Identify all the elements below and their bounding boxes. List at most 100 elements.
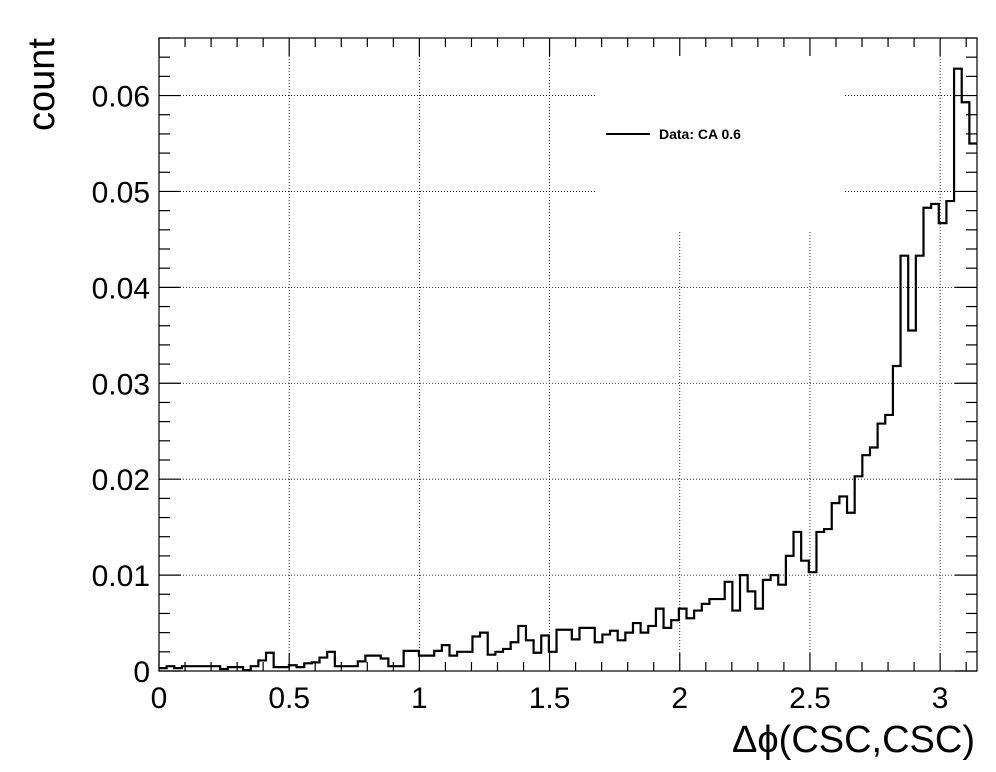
histogram-bin (289, 665, 297, 671)
histogram-bin (213, 666, 221, 671)
histogram-bin (801, 561, 809, 671)
histogram-bin (923, 208, 931, 671)
histogram-bin (579, 628, 587, 671)
histogram-bin (388, 666, 396, 671)
histogram-bin (939, 223, 947, 671)
histogram-bin (786, 556, 794, 671)
x-tick-label: 0 (151, 682, 168, 715)
histogram-bin (962, 102, 970, 671)
histogram-bin (427, 656, 435, 671)
histogram-bin (916, 256, 924, 671)
histogram-bin (564, 630, 572, 671)
x-tick-labels: 0 0.5 1 1.5 2 2.5 3 (151, 682, 949, 715)
grid-lines (159, 38, 977, 671)
histogram-bin (488, 655, 496, 671)
histogram-bin (541, 636, 549, 671)
histogram-bin (503, 649, 511, 671)
histogram-bin (878, 424, 886, 671)
histogram-bin (954, 69, 962, 671)
histogram-bin (832, 503, 840, 671)
histogram-bin (518, 626, 526, 671)
histogram-bin (365, 656, 373, 671)
histogram-bin (686, 618, 694, 671)
histogram-bin (411, 651, 419, 671)
y-tick-label: 0.04 (92, 272, 150, 305)
histogram-bin (358, 661, 366, 671)
histogram-bin (778, 585, 786, 671)
histogram-bin (251, 666, 259, 671)
histogram-bin (472, 636, 480, 671)
histogram-bin (893, 366, 901, 671)
histogram-bin (197, 666, 205, 671)
legend: Data: CA 0.6 (597, 39, 845, 232)
histogram-bin (763, 580, 771, 671)
x-tick-label: 2.5 (789, 682, 831, 715)
histogram-bin (480, 633, 488, 671)
histogram-bin (350, 666, 358, 671)
histogram-bin (641, 633, 649, 671)
y-tick-label: 0.02 (92, 464, 150, 497)
histogram-bin (304, 663, 312, 671)
x-tick-label: 1.5 (529, 682, 571, 715)
x-axis-title: Δϕ(CSC,CSC) (732, 719, 975, 761)
y-tick-label: 0 (133, 656, 150, 689)
histogram-bin (190, 666, 198, 671)
histogram-bin (182, 666, 190, 671)
y-tick-label: 0.06 (92, 81, 150, 114)
histogram-bin (969, 144, 977, 672)
x-tick-label: 0.5 (268, 682, 310, 715)
x-tick-label: 2 (671, 682, 688, 715)
histogram-bin (702, 604, 710, 671)
histogram-bin (725, 582, 733, 671)
x-tick-label: 1 (411, 682, 428, 715)
histogram-bin (885, 415, 893, 671)
histogram-bin (862, 455, 870, 671)
histogram-bin (495, 652, 503, 671)
histogram-bin (824, 529, 832, 671)
histogram-bin (717, 599, 725, 671)
histogram-bin (794, 532, 802, 671)
plot-frame (158, 37, 978, 672)
histogram-bin (847, 513, 855, 671)
histogram-bin (633, 623, 641, 671)
histogram-bin (709, 599, 717, 671)
histogram-bin (610, 631, 618, 671)
histogram-bin (870, 448, 878, 671)
histogram-bin (694, 611, 702, 671)
histogram-bin (740, 575, 748, 671)
histogram-bin (534, 653, 542, 671)
histogram-bin (557, 630, 565, 671)
y-tick-label: 0.03 (92, 368, 150, 401)
histogram-bin (625, 633, 633, 671)
histogram-bin (450, 656, 458, 671)
legend-background (597, 39, 845, 232)
y-axis-title: count (21, 38, 63, 131)
histogram-step-line (159, 67, 977, 672)
histogram-bin (755, 609, 763, 671)
histogram-bin (587, 628, 595, 671)
histogram-bin (457, 652, 465, 671)
histogram-bin (839, 496, 847, 671)
histogram-bin (671, 620, 679, 671)
histogram-bin (327, 652, 335, 671)
histogram-bin (946, 201, 954, 671)
histogram-bin (855, 476, 863, 671)
y-tick-label: 0.01 (92, 560, 150, 593)
histogram-bin (396, 666, 404, 671)
histogram-bin (167, 666, 175, 671)
histogram-bin (526, 640, 534, 671)
histogram-bin (771, 575, 779, 671)
histogram-bin (908, 331, 916, 671)
histogram-bin (266, 653, 274, 671)
histogram-bin (931, 204, 939, 671)
histogram-bin (732, 611, 740, 671)
histogram-bin (419, 656, 427, 671)
y-tick-label: 0.05 (92, 176, 150, 209)
legend-entry-label: Data: CA 0.6 (659, 126, 741, 142)
histogram-bin (434, 651, 442, 671)
histogram-bin (404, 651, 412, 671)
histogram-bin (381, 659, 389, 671)
histogram-bin (664, 628, 672, 671)
x-tick-label: 3 (932, 682, 949, 715)
